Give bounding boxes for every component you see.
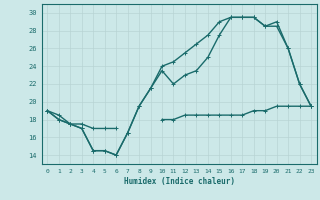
X-axis label: Humidex (Indice chaleur): Humidex (Indice chaleur) xyxy=(124,177,235,186)
